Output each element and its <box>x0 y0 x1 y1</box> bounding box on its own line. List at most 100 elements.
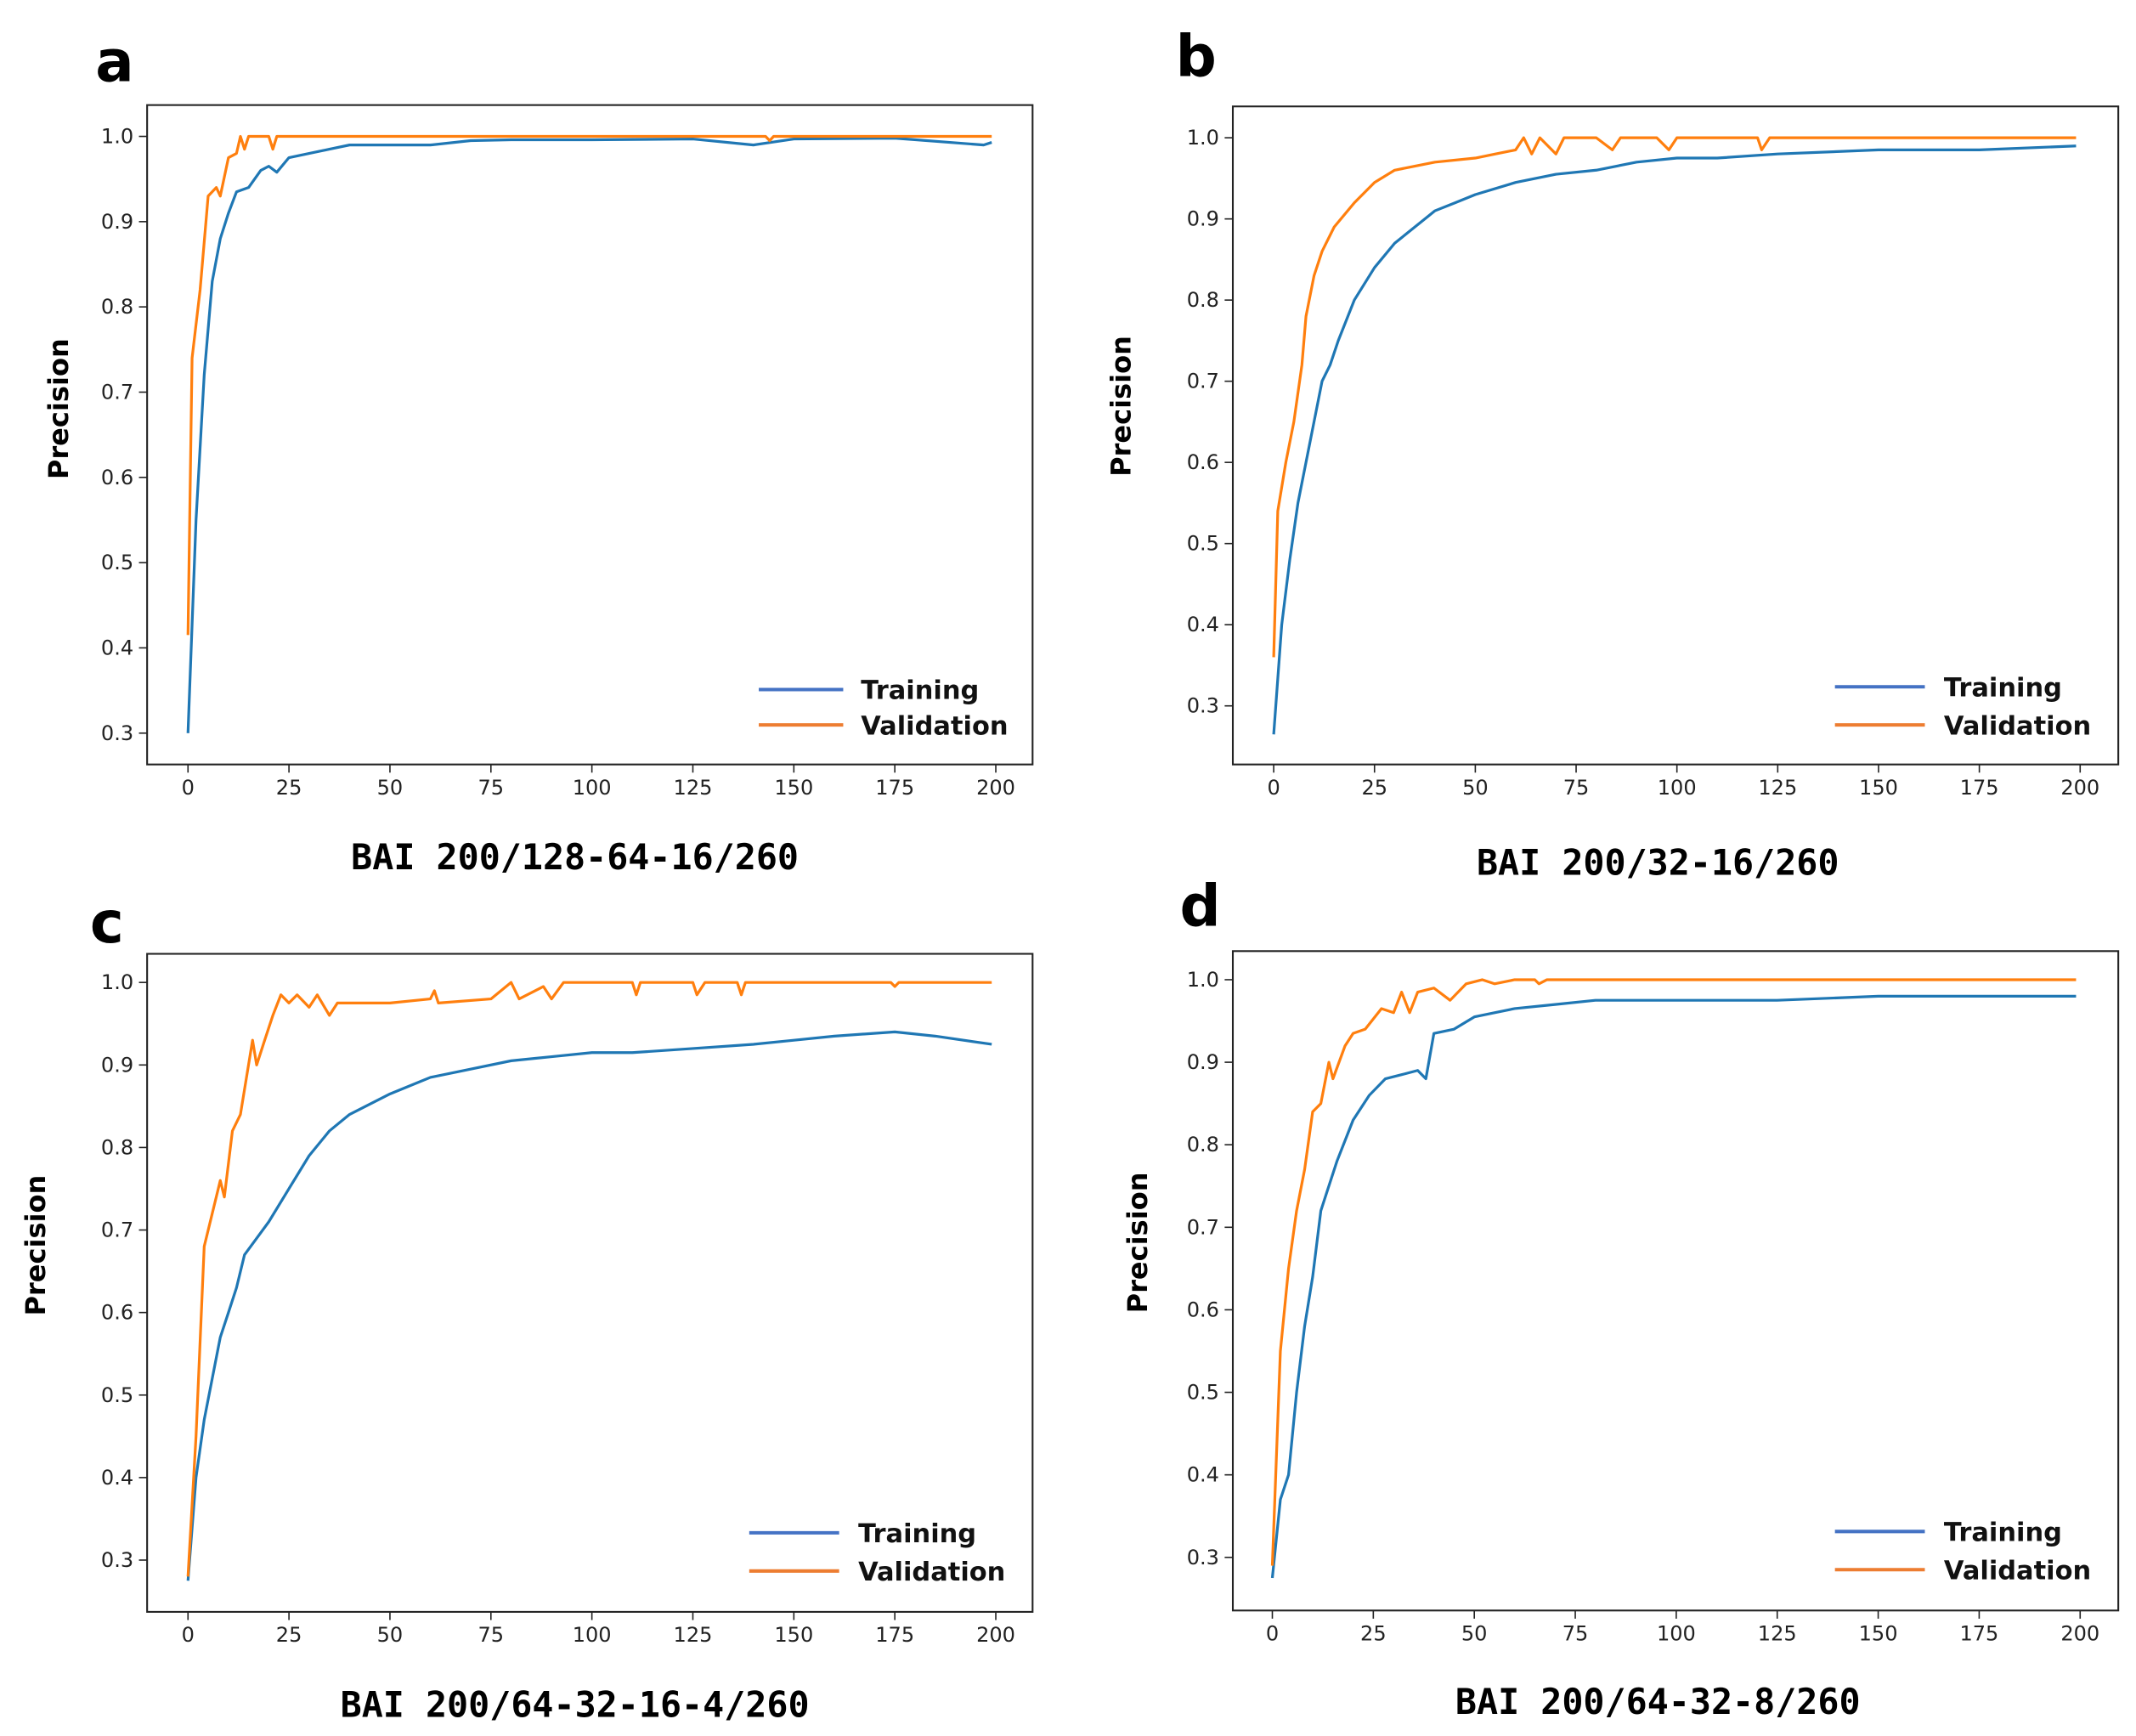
x-tick-label: 150 <box>774 1623 813 1647</box>
y-tick-label: 0.9 <box>1187 207 1219 231</box>
series-line-training <box>186 1030 992 1581</box>
x-tick-label: 175 <box>1959 1622 1998 1646</box>
panel-label: a <box>95 29 133 95</box>
panel-label: b <box>1176 23 1217 89</box>
y-tick-label: 0.8 <box>1187 288 1219 312</box>
y-tick-label: 0.6 <box>101 1301 133 1325</box>
x-tick-label: 0 <box>182 1623 195 1647</box>
x-tick-label: 175 <box>1960 776 1999 800</box>
series-line-validation <box>1272 136 2077 658</box>
series-line-validation <box>1270 978 2077 1566</box>
x-tick-label: 125 <box>1758 776 1797 800</box>
y-tick-label: 0.5 <box>1187 532 1219 556</box>
legend-label-validation: Validation <box>858 1558 1005 1587</box>
x-tick-label: 175 <box>875 776 914 800</box>
x-tick-label: 75 <box>1562 1622 1589 1646</box>
y-axis-label: Precision <box>1122 1172 1154 1313</box>
y-tick-label: 0.6 <box>1187 1298 1219 1321</box>
y-tick-label: 0.7 <box>101 1219 133 1242</box>
x-tick-label: 25 <box>276 1623 302 1647</box>
plot-frame <box>1231 105 2120 766</box>
x-tick-label: 25 <box>276 776 302 800</box>
x-tick-label: 100 <box>573 1623 612 1647</box>
x-tick-label: 100 <box>1657 1622 1696 1646</box>
x-tick-label: 100 <box>573 776 612 800</box>
y-tick-label: 0.5 <box>101 551 133 574</box>
panel-label: d <box>1179 874 1220 940</box>
panel-d: d 0 25 50 75 100 125 150 175 200 0.3 0.4 0.5 0.6 0.7 0.… <box>1122 874 2120 1722</box>
panel-title: BAI 200/64-32-8/260 <box>1455 1681 1861 1722</box>
x-tick-label: 100 <box>1658 776 1697 800</box>
panel-title: BAI 200/64-32-16-4/260 <box>341 1683 810 1725</box>
panel-label: c <box>90 890 124 956</box>
y-tick-label: 0.9 <box>101 1053 133 1077</box>
x-tick-label: 0 <box>1267 776 1280 800</box>
legend-label-training: Training <box>1944 673 2062 703</box>
y-tick-label: 0.8 <box>1187 1133 1219 1156</box>
x-tick-label: 200 <box>2060 1622 2099 1646</box>
x-tick-label: 25 <box>1360 1622 1387 1646</box>
y-tick-label: 0.4 <box>1187 1463 1219 1487</box>
legend-label-validation: Validation <box>1944 711 2091 741</box>
x-tick-label: 200 <box>976 1623 1015 1647</box>
y-tick-label: 0.5 <box>1187 1381 1219 1405</box>
legend-label-validation: Validation <box>1944 1556 2091 1586</box>
x-tick-label: 175 <box>875 1623 914 1647</box>
plot-frame <box>146 104 1034 766</box>
y-tick-label: 0.8 <box>101 1135 133 1159</box>
x-tick-label: 75 <box>477 1623 504 1647</box>
series-line-training <box>1272 144 2077 735</box>
legend-label-training: Training <box>1944 1518 2062 1548</box>
series-line-training <box>1270 994 2077 1579</box>
y-tick-label: 0.7 <box>101 381 133 404</box>
y-axis-label: Precision <box>20 1175 52 1316</box>
panel-title: BAI 200/128-64-16/260 <box>351 836 799 878</box>
y-tick-label: 1.0 <box>1187 126 1219 150</box>
y-tick-label: 1.0 <box>1187 968 1219 992</box>
x-tick-label: 200 <box>976 776 1015 800</box>
x-tick-label: 150 <box>1859 776 1898 800</box>
y-tick-label: 0.7 <box>1187 370 1219 393</box>
legend-label-training: Training <box>861 676 979 706</box>
x-tick-label: 150 <box>774 776 813 800</box>
x-tick-label: 50 <box>377 776 404 800</box>
x-tick-label: 50 <box>377 1623 404 1647</box>
series-line-validation <box>186 134 992 636</box>
x-tick-label: 125 <box>674 776 713 800</box>
panel-b: b 0 25 50 75 100 125 150 175 200 0.3 0.4 0.5 0.6 0.7 0.… <box>1105 23 2120 884</box>
x-tick-label: 50 <box>1462 776 1489 800</box>
y-tick-label: 0.3 <box>1187 694 1219 718</box>
y-tick-label: 0.6 <box>101 466 133 489</box>
y-tick-label: 0.3 <box>101 721 133 745</box>
legend-label-training: Training <box>858 1519 976 1549</box>
y-tick-label: 0.3 <box>101 1548 133 1572</box>
y-tick-label: 0.4 <box>1187 613 1219 636</box>
y-tick-label: 0.6 <box>1187 450 1219 474</box>
x-tick-label: 75 <box>477 776 504 800</box>
panel-a: a 0 25 50 75 100 125 150 175 200 0.3 0.4 0.5 0.6 0.7 0.… <box>42 29 1034 878</box>
x-tick-label: 0 <box>182 776 195 800</box>
x-tick-label: 50 <box>1461 1622 1488 1646</box>
x-tick-label: 0 <box>1266 1622 1279 1646</box>
y-tick-label: 0.4 <box>101 636 133 659</box>
y-tick-label: 0.7 <box>1187 1215 1219 1239</box>
panel-c: c 0 25 50 75 100 125 150 175 200 0.3 0.4 0.5 0.6 0.7 0.… <box>20 890 1034 1725</box>
x-tick-label: 75 <box>1563 776 1590 800</box>
panel-title: BAI 200/32-16/260 <box>1477 842 1839 884</box>
y-tick-label: 1.0 <box>101 125 133 149</box>
series-line-training <box>186 137 992 733</box>
y-tick-label: 0.9 <box>1187 1050 1219 1074</box>
y-axis-label: Precision <box>1105 336 1138 477</box>
y-tick-label: 0.9 <box>101 210 133 234</box>
y-axis-label: Precision <box>42 338 75 479</box>
x-tick-label: 25 <box>1361 776 1387 800</box>
y-tick-label: 0.4 <box>101 1466 133 1490</box>
x-tick-label: 125 <box>1758 1622 1797 1646</box>
x-tick-label: 150 <box>1859 1622 1898 1646</box>
legend-label-validation: Validation <box>861 711 1008 741</box>
series-line-validation <box>186 981 992 1577</box>
y-tick-label: 0.5 <box>101 1383 133 1407</box>
x-tick-label: 200 <box>2060 776 2099 800</box>
y-tick-label: 0.3 <box>1187 1546 1219 1569</box>
